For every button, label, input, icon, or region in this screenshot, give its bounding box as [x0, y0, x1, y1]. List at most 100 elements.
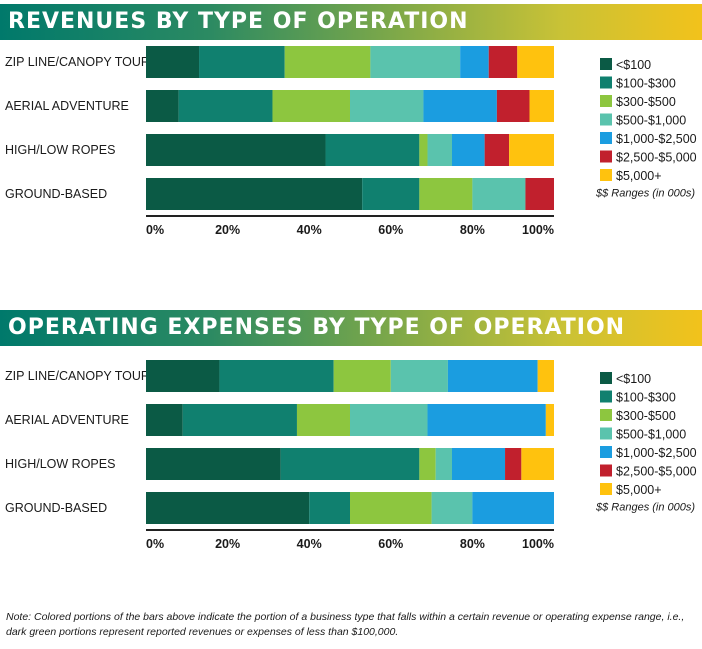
legend-swatch-1-000-2-500	[600, 132, 612, 144]
bar-segment-1-000-2-500	[423, 90, 497, 122]
legend-label: $5,000+	[616, 169, 662, 183]
bar-segment-100	[146, 360, 220, 392]
bar-segment-100	[146, 492, 310, 524]
bar-segment-2-500-5-000	[488, 46, 518, 78]
legend-swatch-100	[600, 58, 612, 70]
bar-segment-100-300	[280, 448, 420, 480]
legend-swatch-500-1-000	[600, 427, 612, 440]
bar-segment-500-1-000	[427, 134, 452, 166]
category-label: HIGH/LOW ROPES	[5, 457, 115, 471]
legend-swatch-1-000-2-500	[600, 446, 612, 458]
legend-label: <$100	[616, 372, 651, 386]
legend-swatch-2-500-5-000	[600, 150, 612, 163]
bar-segment-1-000-2-500	[427, 404, 546, 436]
bar-segment-5-000	[537, 360, 554, 392]
legend-label: $2,500-$5,000	[616, 151, 697, 165]
bar-segment-300-500	[419, 178, 473, 210]
bar-segment-100-300	[199, 46, 285, 78]
category-label: GROUND-BASED	[5, 501, 107, 515]
expenses-chart: ZIP LINE/CANOPY TOUR AERIAL ADVENTURE HIGH…	[5, 360, 697, 551]
bar-segment-100	[146, 46, 200, 78]
bar-segment-5-000	[509, 134, 554, 166]
bar-segment-1-000-2-500	[472, 492, 554, 524]
legend-label: $1,000-$2,500	[616, 446, 697, 460]
expenses-chart-title: OPERATING EXPENSES BY TYPE OF OPERATION	[8, 315, 626, 340]
bar-segment-5-000	[521, 448, 554, 480]
bar-segment-5-000	[545, 404, 554, 436]
x-tick-label: 0%	[146, 537, 164, 551]
bar-segment-500-1-000	[435, 448, 452, 480]
bar-segment-500-1-000	[350, 404, 428, 436]
bar-segment-500-1-000	[472, 178, 526, 210]
x-tick-label: 60%	[378, 223, 403, 237]
bar-segment-100	[146, 134, 326, 166]
bar-segment-300-500	[419, 448, 436, 480]
x-tick-label: 40%	[297, 223, 322, 237]
legend-label: <$100	[616, 58, 651, 72]
legend-swatch-500-1-000	[600, 113, 612, 126]
bar-segment-100-300	[178, 90, 273, 122]
legend-swatch-300-500	[600, 409, 612, 421]
bar-segment-2-500-5-000	[484, 134, 510, 166]
legend-label: $300-$500	[616, 409, 676, 423]
bar-segment-5-000	[517, 46, 554, 78]
legend-range-note: $$ Ranges (in 000s)	[595, 188, 695, 200]
legend-swatch-2-500-5-000	[600, 464, 612, 477]
category-label: ZIP LINE/CANOPY TOUR	[5, 55, 150, 69]
bar-segment-500-1-000	[431, 492, 473, 524]
x-tick-label: 40%	[297, 537, 322, 551]
legend-swatch-5-000	[600, 169, 612, 181]
bar-segment-1-000-2-500	[447, 360, 538, 392]
expenses-title-banner: OPERATING EXPENSES BY TYPE OF OPERATION	[0, 310, 702, 346]
bar-segment-300-500	[272, 90, 350, 122]
category-label: GROUND-BASED	[5, 187, 107, 201]
bar-segment-100	[146, 448, 281, 480]
bar-segment-100	[146, 404, 183, 436]
bar-segment-300-500	[284, 46, 371, 78]
bar-segment-2-500-5-000	[496, 90, 530, 122]
legend-label: $500-$1,000	[616, 114, 686, 128]
bar-segment-100-300	[325, 134, 420, 166]
bar-segment-2-500-5-000	[505, 448, 522, 480]
bar-segment-5-000	[529, 90, 554, 122]
legend-swatch-300-500	[600, 95, 612, 107]
legend-swatch-5-000	[600, 483, 612, 495]
bar-segment-100	[146, 90, 179, 122]
category-label: AERIAL ADVENTURE	[5, 413, 129, 427]
x-tick-label: 20%	[215, 223, 240, 237]
x-tick-label: 80%	[460, 537, 485, 551]
bar-segment-300-500	[333, 360, 391, 392]
legend-swatch-100-300	[600, 76, 612, 89]
legend-label: $1,000-$2,500	[616, 132, 697, 146]
revenues-chart-title: REVENUES BY TYPE OF OPERATION	[8, 9, 469, 34]
x-tick-label: 100%	[522, 537, 554, 551]
legend-swatch-100-300	[600, 390, 612, 403]
x-tick-label: 100%	[522, 223, 554, 237]
x-tick-label: 80%	[460, 223, 485, 237]
bar-segment-1-000-2-500	[452, 134, 485, 166]
bar-segment-1-000-2-500	[452, 448, 506, 480]
category-label: HIGH/LOW ROPES	[5, 143, 115, 157]
legend-label: $100-$300	[616, 77, 676, 91]
x-tick-label: 60%	[378, 537, 403, 551]
bar-segment-100-300	[362, 178, 420, 210]
category-label: AERIAL ADVENTURE	[5, 99, 129, 113]
bar-segment-100-300	[219, 360, 334, 392]
legend-label: $5,000+	[616, 483, 662, 497]
legend-swatch-100	[600, 372, 612, 384]
legend-range-note: $$ Ranges (in 000s)	[595, 502, 695, 514]
legend-label: $2,500-$5,000	[616, 465, 697, 479]
bar-segment-100-300	[309, 492, 350, 524]
footnote: Note: Colored portions of the bars above…	[6, 611, 685, 638]
bar-segment-300-500	[296, 404, 350, 436]
revenues-title-banner: REVENUES BY TYPE OF OPERATION	[0, 4, 702, 40]
revenues-chart: ZIP LINE/CANOPY TOUR AERIAL ADVENTURE HIGH…	[5, 46, 697, 237]
bar-segment-500-1-000	[370, 46, 461, 78]
x-tick-label: 20%	[215, 537, 240, 551]
legend-label: $100-$300	[616, 391, 676, 405]
x-tick-label: 0%	[146, 223, 164, 237]
bar-segment-2-500-5-000	[525, 178, 554, 210]
bar-segment-1-000-2-500	[460, 46, 489, 78]
bar-segment-500-1-000	[390, 360, 448, 392]
legend-label: $500-$1,000	[616, 428, 686, 442]
